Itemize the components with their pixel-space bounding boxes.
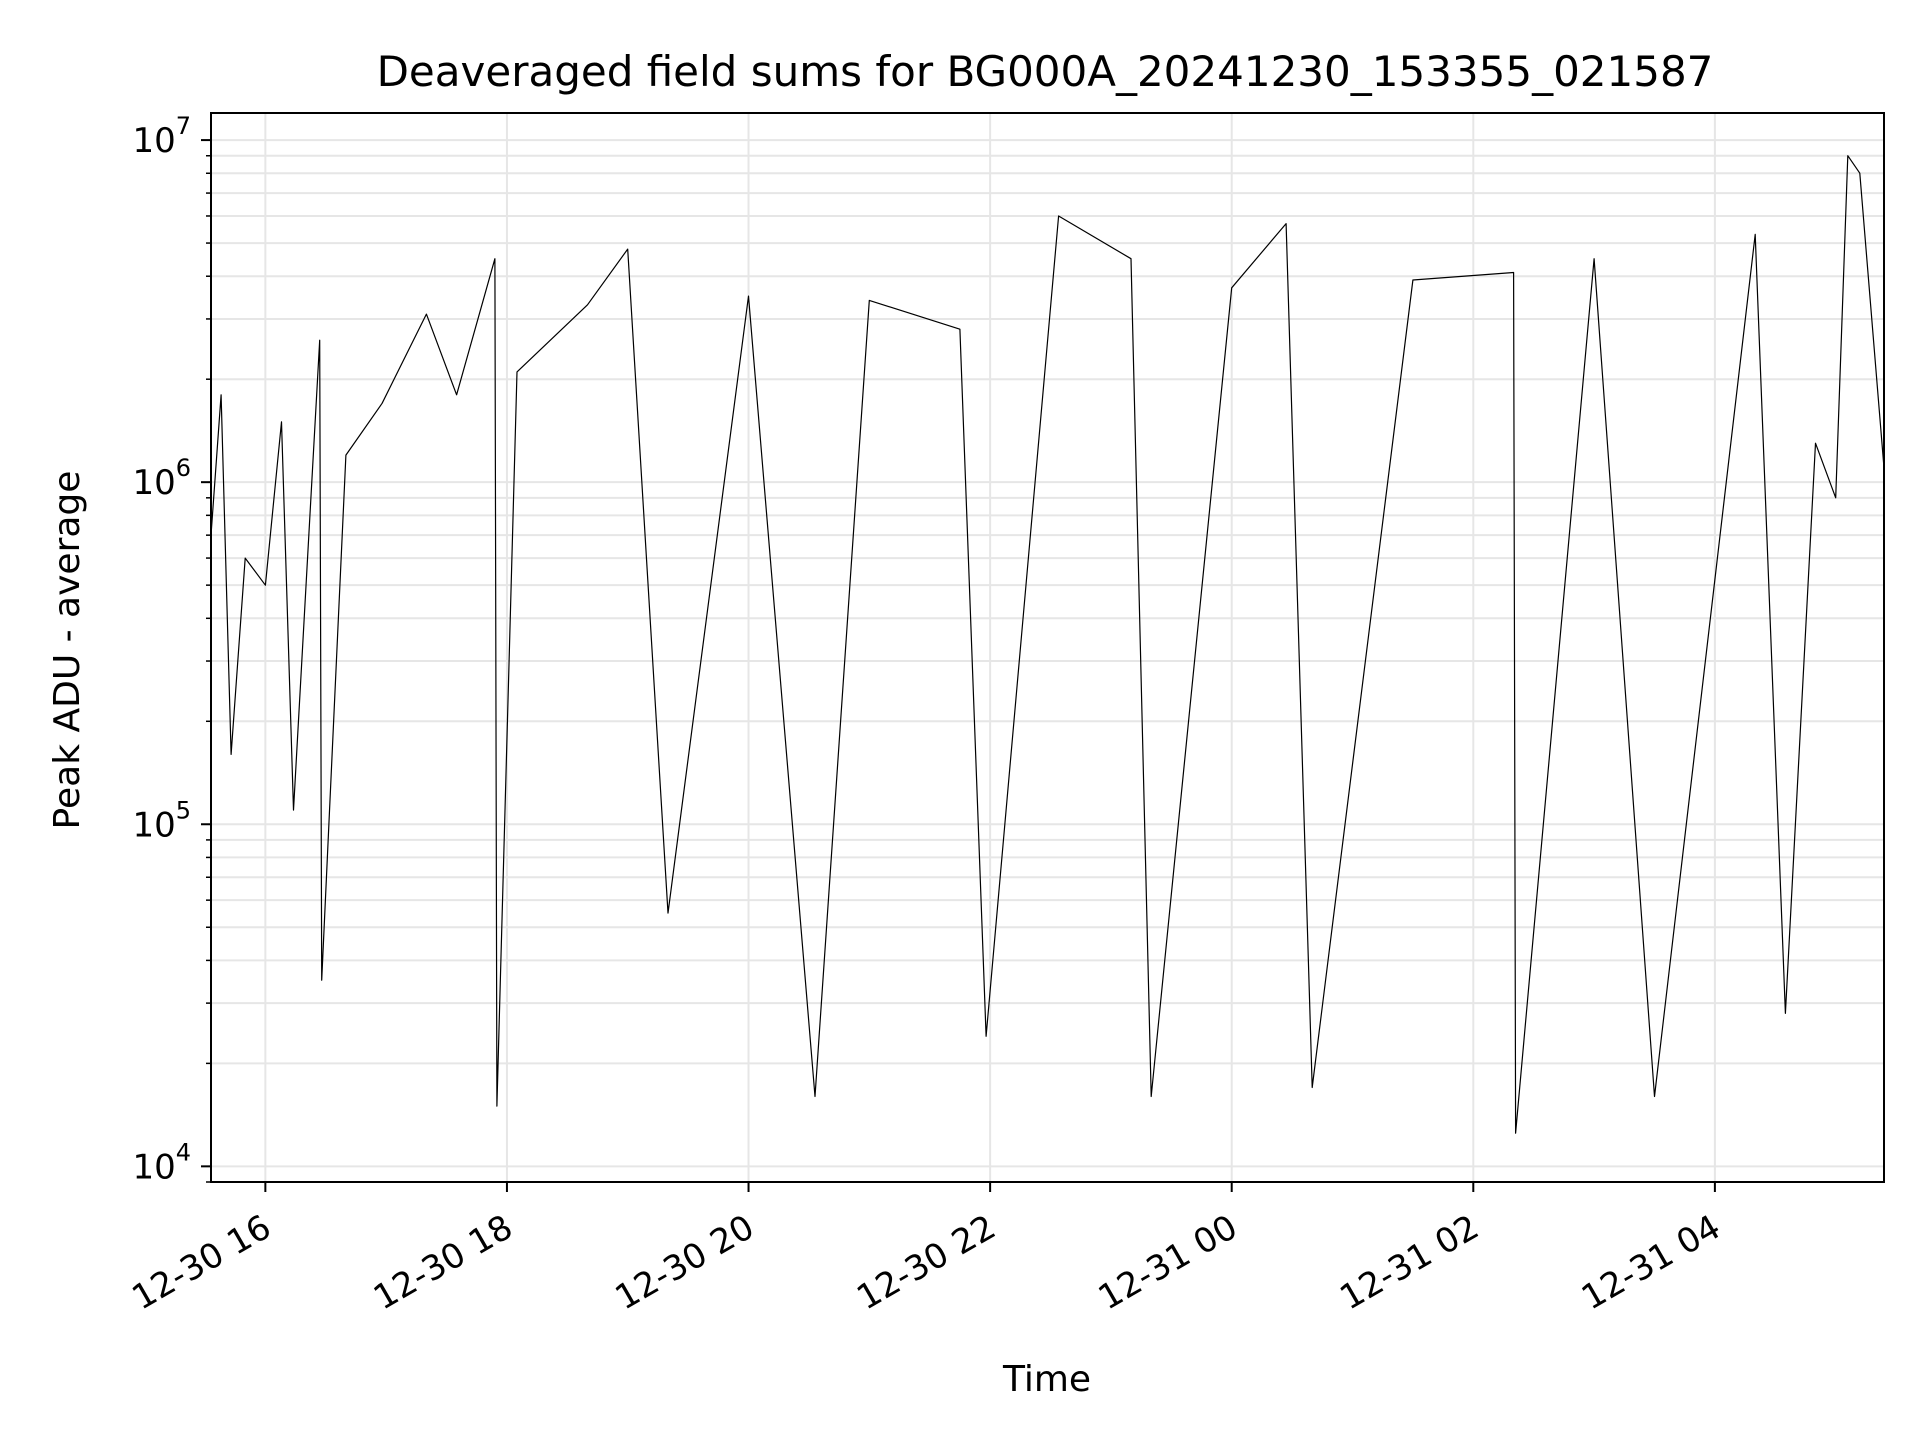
y-tick-label: 104 <box>132 1138 191 1187</box>
series-area <box>210 155 1885 1134</box>
x-tick-label: 12-31 02 <box>1333 1207 1485 1318</box>
x-tick-label: 12-30 18 <box>367 1207 519 1318</box>
y-axis: 104 105 106 107 <box>132 112 211 1187</box>
series-line <box>210 155 1885 1134</box>
chart-title: Deaveraged field sums for BG000A_2024123… <box>377 47 1714 96</box>
x-axis: 12-30 16 12-30 18 12-30 20 12-30 22 12-31 00… <box>125 1182 1727 1318</box>
x-tick-label: 12-30 22 <box>850 1207 1002 1318</box>
x-tick-label: 12-31 04 <box>1575 1207 1727 1318</box>
y-tick-label: 107 <box>132 112 191 161</box>
y-tick-label: 105 <box>132 796 191 845</box>
plot-frame <box>210 112 1885 1183</box>
x-tick-label: 12-30 16 <box>125 1207 277 1318</box>
x-tick-label: 12-30 20 <box>609 1207 761 1318</box>
y-tick-label: 106 <box>132 454 191 503</box>
y-axis-label: Peak ADU - average <box>47 471 88 830</box>
x-tick-label: 12-31 00 <box>1092 1207 1244 1318</box>
x-axis-label: Time <box>1002 1359 1091 1400</box>
grid <box>211 113 1884 1183</box>
